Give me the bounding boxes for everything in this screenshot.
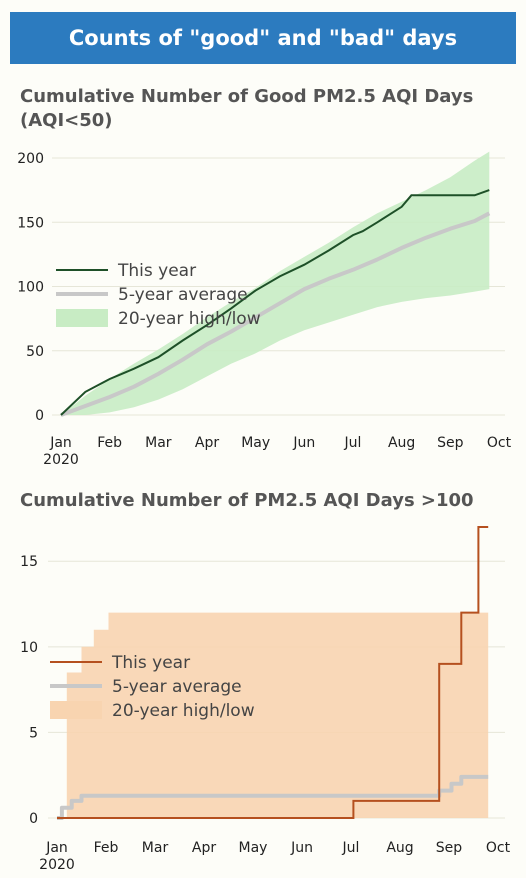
legend-label-this-year: This year bbox=[117, 261, 196, 281]
page-header: Counts of "good" and "bad" days bbox=[10, 12, 516, 64]
good-days-chart: 0 50 100 150 200 Jan Feb Mar Apr May Jun Jul Aug Sep O… bbox=[17, 151, 512, 468]
page-header-title: Counts of "good" and "bad" days bbox=[68, 26, 458, 50]
band-20-year-high-low bbox=[57, 612, 489, 818]
x-tick-label: Mar bbox=[145, 435, 172, 451]
x-tick-label: Jun bbox=[290, 840, 313, 856]
x-tick-label: Apr bbox=[192, 840, 216, 856]
x-tick-label: Jan bbox=[49, 435, 72, 451]
good-days-chart-title: Cumulative Number of Good PM2.5 AQI Days… bbox=[20, 86, 474, 131]
legend-label-20-year-high-low: 20-year high/low bbox=[118, 309, 261, 329]
x-tick-label: Jul bbox=[342, 840, 360, 856]
legend-label-this-year: This year bbox=[111, 653, 190, 673]
x-year-label: 2020 bbox=[43, 452, 79, 468]
y-tick-label: 200 bbox=[17, 151, 44, 167]
x-tick-label: Jul bbox=[344, 435, 362, 451]
y-tick-label: 0 bbox=[35, 408, 44, 424]
x-tick-label: Oct bbox=[487, 435, 512, 451]
legend-label-5-year-average: 5-year average bbox=[112, 677, 242, 697]
legend-swatch-20-year-high-low bbox=[56, 309, 108, 327]
x-tick-label: Sep bbox=[436, 840, 463, 856]
x-tick-label: Feb bbox=[94, 840, 119, 856]
series-5-year-average bbox=[57, 774, 489, 820]
x-tick-label: Aug bbox=[388, 435, 415, 451]
y-tick-label: 15 bbox=[20, 554, 38, 570]
legend-swatch-20-year-high-low bbox=[50, 701, 102, 719]
y-tick-label: 0 bbox=[29, 811, 38, 827]
x-tick-label: Oct bbox=[486, 840, 511, 856]
x-year-label: 2020 bbox=[39, 857, 75, 870]
x-tick-label: Feb bbox=[97, 435, 122, 451]
band-20-year-high-low bbox=[61, 151, 490, 415]
x-tick-label: Mar bbox=[142, 840, 169, 856]
y-tick-label: 5 bbox=[29, 725, 38, 741]
series-5-year-average bbox=[60, 211, 491, 417]
legend-label-20-year-high-low: 20-year high/low bbox=[112, 701, 255, 721]
x-tick-label: May bbox=[239, 840, 268, 856]
series-this-year bbox=[57, 526, 489, 819]
bad-days-chart-title: Cumulative Number of PM2.5 AQI Days >100 bbox=[20, 490, 474, 511]
x-tick-label: Aug bbox=[386, 840, 413, 856]
x-tick-label: Jan bbox=[45, 840, 68, 856]
bad-days-chart: 0 5 10 15 Jan Feb Mar Apr May Jun Jul Aug Sep Oct 2020… bbox=[20, 526, 511, 870]
x-tick-label: Sep bbox=[437, 435, 464, 451]
series-this-year bbox=[60, 189, 490, 416]
y-tick-label: 10 bbox=[20, 640, 38, 656]
y-tick-label: 100 bbox=[17, 280, 44, 296]
x-tick-label: Apr bbox=[195, 435, 219, 451]
y-tick-label: 50 bbox=[26, 344, 44, 360]
x-tick-label: May bbox=[241, 435, 270, 451]
x-tick-label: Jun bbox=[292, 435, 315, 451]
y-tick-label: 150 bbox=[17, 215, 44, 231]
legend-label-5-year-average: 5-year average bbox=[118, 285, 248, 305]
